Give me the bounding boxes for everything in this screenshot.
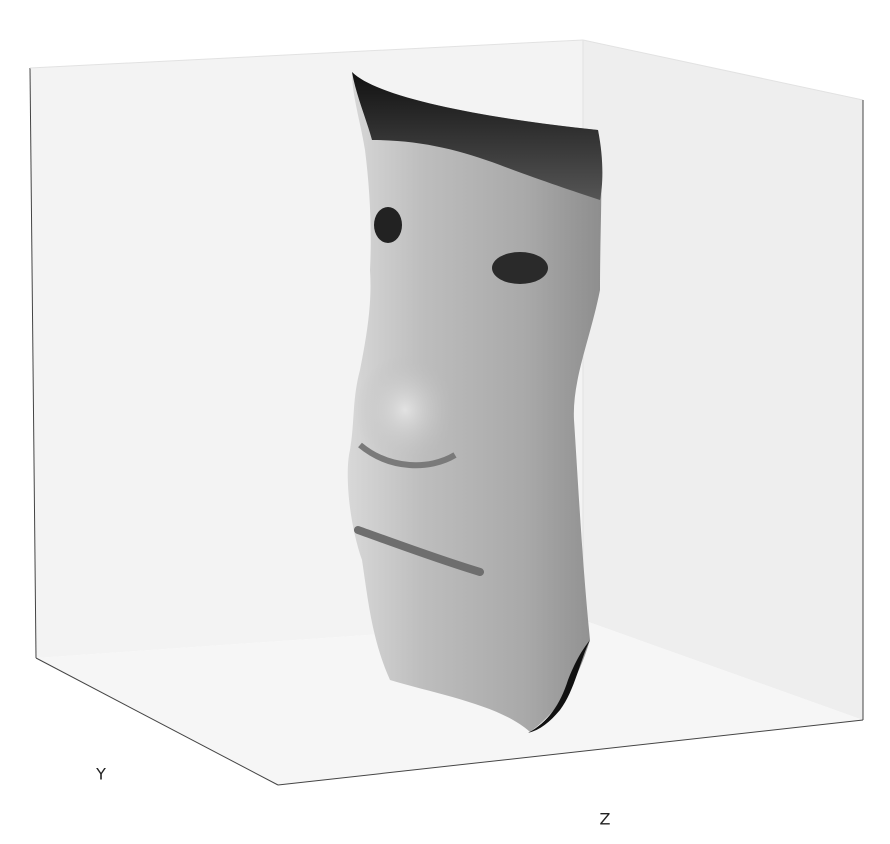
y-axis-label: Y — [95, 765, 106, 784]
hair — [352, 72, 603, 200]
nose — [355, 355, 455, 465]
eye — [492, 252, 548, 284]
side-pane — [583, 40, 863, 720]
mouth — [354, 526, 484, 576]
face-surface — [347, 72, 603, 733]
neck-shadow — [528, 640, 590, 733]
face — [347, 72, 602, 732]
z-axis-label: Z — [600, 810, 611, 829]
axis-edge — [29, 39, 584, 69]
nostril — [358, 442, 457, 469]
axis-edge — [29, 67, 37, 659]
floor-pane — [36, 620, 863, 785]
axis-edge — [35, 657, 279, 786]
axis-edge — [277, 719, 864, 786]
axis-edge — [582, 39, 864, 101]
eye — [374, 207, 402, 243]
